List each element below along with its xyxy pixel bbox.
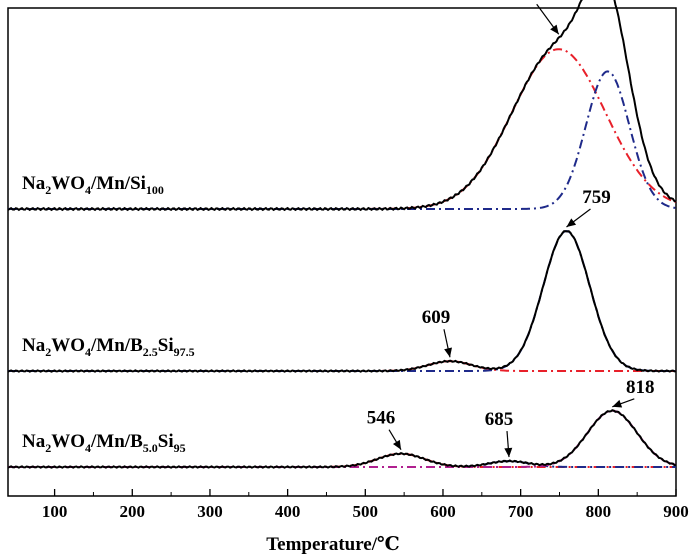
sample-label-subscript: 100 xyxy=(146,183,164,197)
sample-label-text: /Mn/B xyxy=(90,431,143,452)
sample-label-layer: Na2WO4/Mn/Si100Na2WO4/Mn/B2.5Si97.5Na2WO… xyxy=(22,173,195,455)
peak-label: 685 xyxy=(485,409,514,430)
sample-label-subscript: 2 xyxy=(45,441,51,455)
sample-label-text: Si xyxy=(158,335,174,356)
annotation-layer: 749812609759546685818 xyxy=(367,0,655,458)
sample-label-subscript: 4 xyxy=(85,441,91,455)
fit-peak-curve xyxy=(8,70,677,210)
sample-label-subscript: 2.5 xyxy=(143,345,158,359)
sample-label: Na2WO4/Mn/B5.0Si95 xyxy=(22,431,186,455)
peak-arrowhead xyxy=(504,447,513,458)
sample-label-subscript: 2 xyxy=(45,345,51,359)
fit-peak-curve xyxy=(8,360,676,372)
sample-label-subscript: 4 xyxy=(85,345,91,359)
total-curve xyxy=(7,230,677,373)
sample-label-text: WO xyxy=(51,335,85,356)
x-tick-label: 600 xyxy=(430,502,456,521)
peak-label: 546 xyxy=(367,408,396,429)
sample-label-text: WO xyxy=(51,173,85,194)
peak-arrowhead xyxy=(612,399,623,408)
x-tick-label: 900 xyxy=(663,502,689,521)
sample-label-subscript: 97.5 xyxy=(174,345,195,359)
sample-label-subscript: 2 xyxy=(45,183,51,197)
total-curve xyxy=(7,409,677,469)
x-tick-label: 400 xyxy=(275,502,301,521)
sample-label-text: Na xyxy=(22,431,46,452)
sample-label-text: WO xyxy=(51,431,85,452)
sample-label-text: /Mn/Si xyxy=(90,173,146,194)
sample-label-text: /Mn/B xyxy=(90,335,143,356)
sample-label-subscript: 95 xyxy=(174,441,186,455)
total-curve xyxy=(7,0,677,212)
peak-label: 609 xyxy=(422,307,451,328)
sample-label-text: Na xyxy=(22,173,46,194)
x-tick-label: 100 xyxy=(42,502,68,521)
sample-label-subscript: 4 xyxy=(85,183,91,197)
x-tick-label: 200 xyxy=(120,502,146,521)
peak-label: 818 xyxy=(626,377,655,398)
peak-arrowhead xyxy=(444,347,452,358)
x-tick-label: 700 xyxy=(508,502,534,521)
x-tick-label: 300 xyxy=(197,502,223,521)
peak-arrowhead xyxy=(566,218,577,227)
x-axis-label: Temperature/℃ xyxy=(266,534,400,555)
plot-frame xyxy=(7,7,677,497)
peak-label: 749 xyxy=(514,0,543,3)
sample-label-text: Na xyxy=(22,335,46,356)
sample-label-text: Si xyxy=(158,431,174,452)
peak-arrowhead xyxy=(550,24,559,35)
curve-layer xyxy=(7,0,677,469)
fit-peak-curve xyxy=(8,460,676,468)
x-tick-label: 500 xyxy=(353,502,379,521)
peak-label: 759 xyxy=(582,187,611,208)
sample-label: Na2WO4/Mn/B2.5Si97.5 xyxy=(22,335,195,359)
sample-label-subscript: 5.0 xyxy=(143,441,158,455)
x-tick-label: 800 xyxy=(586,502,612,521)
sample-label: Na2WO4/Mn/Si100 xyxy=(22,173,164,197)
peak-arrowhead xyxy=(392,439,402,450)
x-axis: 100 200 300 400 500 600 700 800 900 xyxy=(42,489,689,521)
